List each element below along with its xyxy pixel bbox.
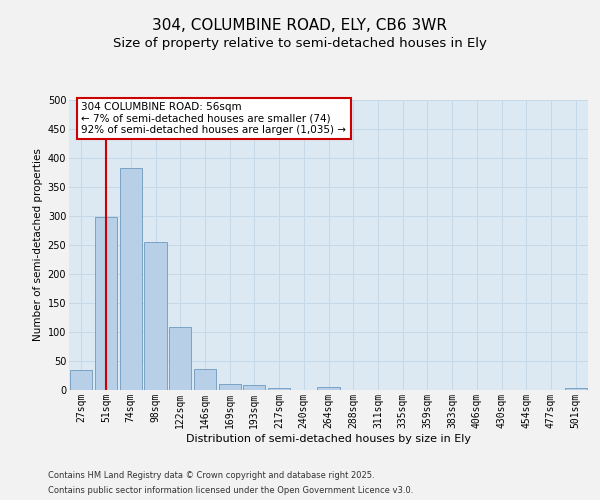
Bar bbox=[268, 388, 290, 390]
Bar bbox=[317, 387, 340, 390]
Text: Contains public sector information licensed under the Open Government Licence v3: Contains public sector information licen… bbox=[48, 486, 413, 495]
Y-axis label: Number of semi-detached properties: Number of semi-detached properties bbox=[34, 148, 43, 342]
Text: Contains HM Land Registry data © Crown copyright and database right 2025.: Contains HM Land Registry data © Crown c… bbox=[48, 471, 374, 480]
Text: 304, COLUMBINE ROAD, ELY, CB6 3WR: 304, COLUMBINE ROAD, ELY, CB6 3WR bbox=[152, 18, 448, 32]
Text: 304 COLUMBINE ROAD: 56sqm
← 7% of semi-detached houses are smaller (74)
92% of s: 304 COLUMBINE ROAD: 56sqm ← 7% of semi-d… bbox=[82, 102, 346, 135]
Bar bbox=[70, 370, 92, 390]
X-axis label: Distribution of semi-detached houses by size in Ely: Distribution of semi-detached houses by … bbox=[186, 434, 471, 444]
Bar bbox=[218, 384, 241, 390]
Text: Size of property relative to semi-detached houses in Ely: Size of property relative to semi-detach… bbox=[113, 38, 487, 51]
Bar bbox=[95, 217, 117, 390]
Bar bbox=[194, 369, 216, 390]
Bar bbox=[565, 388, 587, 390]
Bar bbox=[243, 386, 265, 390]
Bar bbox=[169, 328, 191, 390]
Bar bbox=[119, 168, 142, 390]
Bar bbox=[145, 242, 167, 390]
